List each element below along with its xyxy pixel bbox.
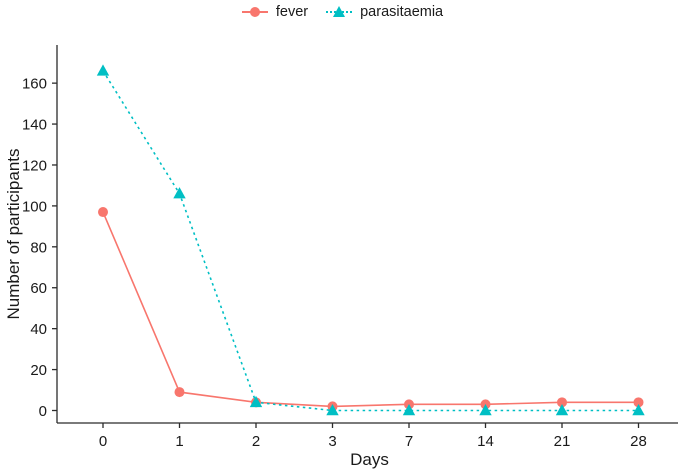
fever-point — [633, 397, 644, 408]
parasitaemia-point — [249, 395, 263, 408]
x-tick-label: 21 — [554, 433, 571, 450]
parasitaemia-point — [479, 404, 492, 416]
y-axis-ticks: 0 20 40 60 80 100 120 140 160 — [22, 76, 57, 420]
y-tick-label: 0 — [39, 403, 47, 420]
x-axis-title: Days — [350, 450, 389, 469]
triangle-marker-icon — [333, 6, 346, 17]
parasitaemia-point — [402, 404, 416, 416]
x-tick-label: 28 — [630, 433, 647, 450]
x-tick-label: 14 — [477, 433, 494, 450]
x-axis-ticks: 0 1 2 3 7 14 21 28 — [99, 423, 647, 450]
parasitaemia-point — [173, 187, 186, 199]
y-tick-label: 60 — [30, 280, 47, 297]
circle-marker-icon — [249, 7, 260, 17]
y-tick-label: 80 — [30, 239, 47, 256]
parasitaemia-point — [555, 404, 569, 416]
y-axis-title: Number of participants — [4, 148, 23, 319]
fever-point — [557, 397, 567, 408]
series-fever — [98, 207, 644, 412]
y-tick-label: 120 — [22, 157, 47, 174]
legend-item-fever: fever — [241, 4, 309, 20]
x-tick-label: 3 — [328, 433, 336, 450]
parasitaemia-point — [632, 404, 645, 416]
axes — [56, 45, 678, 424]
x-tick-label: 1 — [175, 433, 183, 450]
series-parasitaemia — [96, 64, 645, 416]
x-tick-label: 0 — [99, 433, 107, 450]
x-tick-label: 7 — [405, 433, 413, 450]
parasitaemia-legend-marker-icon — [326, 4, 353, 20]
x-tick-label: 2 — [252, 433, 260, 450]
y-tick-label: 160 — [22, 76, 47, 93]
fever-legend-marker-icon — [241, 4, 268, 20]
legend-label-fever: fever — [275, 4, 309, 20]
y-tick-label: 100 — [22, 198, 47, 215]
legend-item-parasitaemia: parasitaemia — [326, 4, 443, 20]
y-tick-label: 140 — [22, 117, 47, 134]
parasitaemia-point — [96, 64, 110, 76]
chart-legend: fever parasitaemia — [0, 2, 685, 22]
fever-point — [98, 207, 108, 218]
y-tick-label: 20 — [30, 362, 47, 379]
parasitaemia-line — [102, 70, 639, 412]
legend-label-parasitaemia: parasitaemia — [360, 4, 444, 20]
y-tick-label: 40 — [30, 321, 47, 338]
parasitaemia-point — [326, 404, 339, 416]
fever-point — [174, 387, 185, 398]
fever-line — [102, 211, 639, 408]
